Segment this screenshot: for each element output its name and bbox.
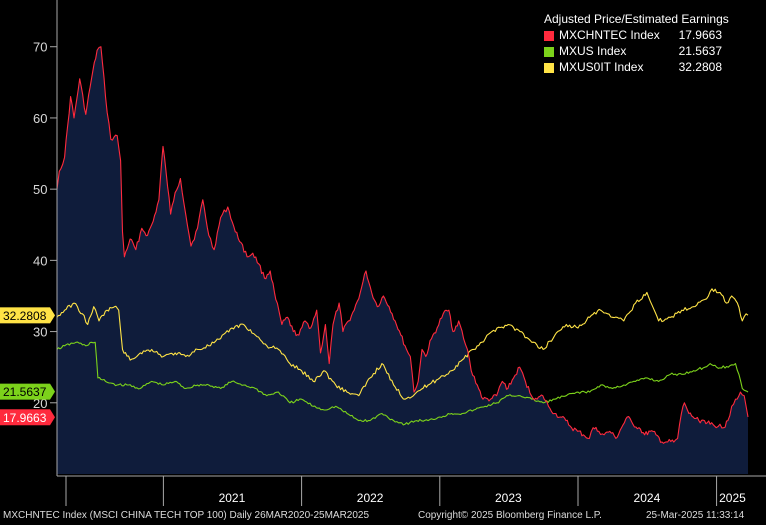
y-tick-label: 40 [33,253,47,268]
y-tick-label: 50 [33,182,47,197]
legend-swatch-mxus [544,47,554,57]
footer-description: MXCHNTEC Index (MSCI CHINA TECH TOP 100)… [3,510,370,521]
y-tick-label: 60 [33,111,47,126]
legend-value-mxchntec: 17.9663 [678,28,722,42]
legend-value-mxus0it: 32.2808 [678,60,722,74]
last-value-flag-mxus0it [0,307,50,324]
last-value-flag-label: 17.9663 [3,411,47,425]
area-layer [57,46,748,474]
chart-title: Adjusted Price/Estimated Earnings [544,12,729,26]
x-tick-label: 2023 [495,491,522,505]
legend-label-mxchntec: MXCHNTEC Index [559,28,660,42]
line-layer [56,46,749,444]
legend-swatch-mxus0it [544,63,554,73]
series-line-mxus [56,341,749,426]
legend-swatch-mxchntec [544,31,554,41]
legend: Adjusted Price/Estimated Earnings MXCHNT… [538,10,758,80]
legend-item-mxchntec: MXCHNTEC Index 17.9663 [544,28,754,43]
last-value-flag-pointer [50,409,55,426]
x-tick-label: 2021 [219,491,246,505]
x-tick-label: 2022 [357,491,384,505]
legend-item-mxus0it: MXUS0IT Index 32.2808 [544,60,754,75]
series-line-mxus0it [56,288,749,400]
legend-value-mxus: 21.5637 [678,44,722,58]
series-line-mxchntec [56,46,749,444]
y-tick-label: 30 [33,325,47,340]
last-value-flag-mxus [0,383,50,400]
legend-item-mxus: MXUS Index 21.5637 [544,44,754,59]
flag-layer: 32.2808 21.5637 17.9663 [0,307,55,426]
last-value-flag-pointer [50,383,55,400]
x-tick-label: 2025 [719,491,746,505]
last-value-flag-mxchntec [0,409,50,426]
footer-timestamp: 25-Mar-2025 11:33:14 [646,510,745,521]
legend-label-mxus: MXUS Index [559,44,627,58]
last-value-flag-label: 32.2808 [3,309,47,323]
x-tick-label: 2024 [634,491,661,505]
footer-copyright: Copyright© 2025 Bloomberg Finance L.P. [418,510,602,521]
last-value-flag-label: 21.5637 [3,385,47,399]
legend-label-mxus0it: MXUS0IT Index [559,60,644,74]
last-value-flag-pointer [50,307,55,324]
area-mxchntec [57,46,748,474]
y-tick-label: 70 [33,40,47,55]
